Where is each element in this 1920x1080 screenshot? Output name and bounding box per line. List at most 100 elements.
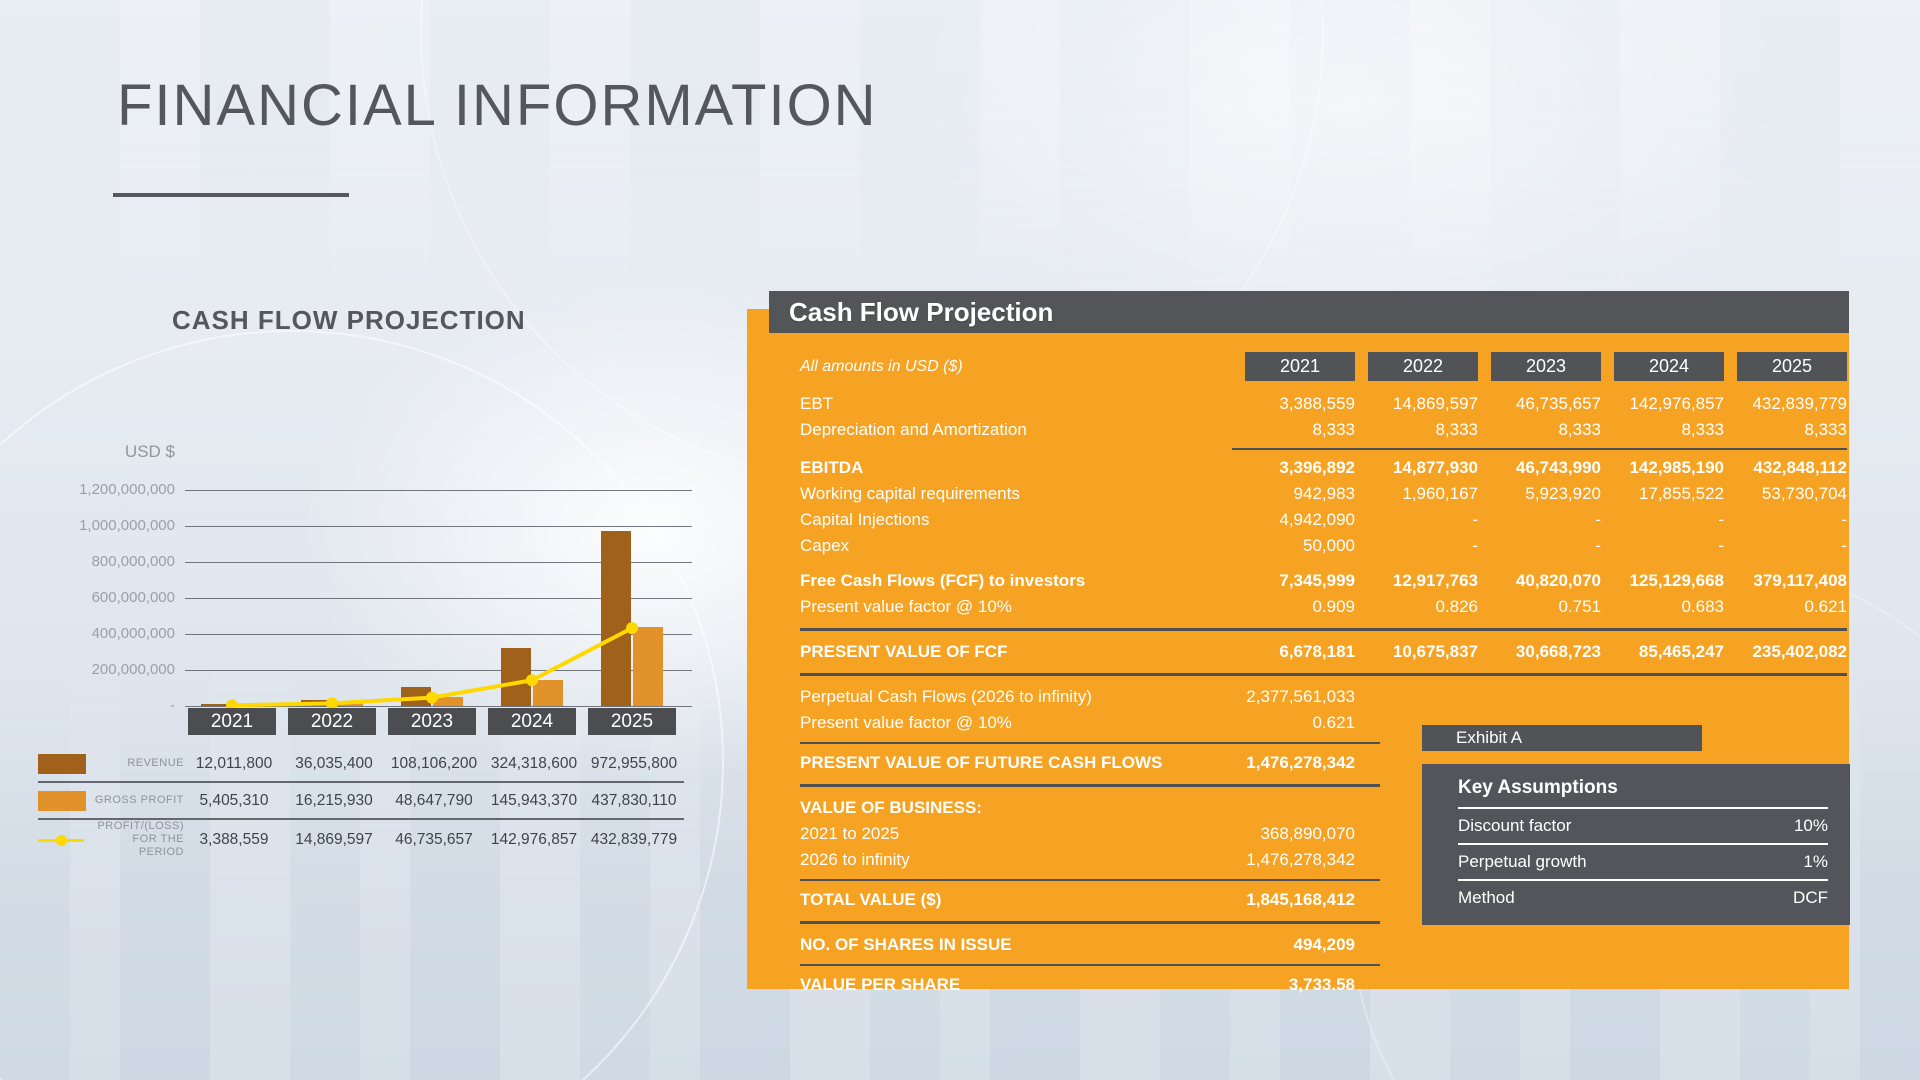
legend-value: 108,106,200 bbox=[390, 754, 478, 772]
table-row: VALUE OF BUSINESS: bbox=[747, 795, 1849, 821]
table-rule bbox=[800, 964, 1380, 966]
legend-value: 12,011,800 bbox=[195, 754, 273, 772]
legend-row: GROSS PROFIT 5,405,310 16,215,930 48,647,79… bbox=[38, 783, 684, 818]
table-rule bbox=[800, 921, 1380, 924]
bar-gross-profit-swatch bbox=[38, 790, 86, 811]
row-label: EBITDA bbox=[800, 458, 864, 477]
legend-value: 145,943,370 bbox=[490, 791, 578, 809]
table-row: Capital Injections 4,942,090 - - - - bbox=[747, 507, 1849, 533]
row-value bbox=[1355, 972, 1478, 998]
revenue-bar bbox=[401, 686, 431, 706]
row-value: 40,820,070 bbox=[1515, 571, 1601, 590]
assumption-value: 10% bbox=[1793, 816, 1828, 835]
y-axis-title: USD $ bbox=[124, 442, 175, 461]
assumption-label: Discount factor bbox=[1458, 816, 1572, 835]
table-row: Depreciation and Amortization 8,333 8,333 8… bbox=[747, 417, 1849, 443]
table-row: Present value factor @ 10% 0.621 bbox=[747, 710, 1849, 736]
legend-value: 324,318,600 bbox=[490, 754, 578, 772]
x-axis-year-label: 2022 bbox=[288, 708, 376, 735]
table-row: VALUE PER SHARE 3,733.58 bbox=[747, 972, 1849, 998]
legend-value: 5,405,310 bbox=[199, 791, 269, 809]
row-value: 85,465,247 bbox=[1638, 642, 1724, 661]
row-label: PRESENT VALUE OF FCF bbox=[800, 642, 1008, 661]
row-value: - bbox=[1718, 536, 1724, 555]
title-underline bbox=[113, 193, 349, 197]
row-value bbox=[1724, 972, 1847, 998]
assumption-label: Method bbox=[1458, 888, 1515, 907]
assumption-row: Method DCF bbox=[1458, 881, 1828, 915]
row-value: - bbox=[1472, 536, 1478, 555]
row-value: 0.621 bbox=[1804, 597, 1847, 616]
x-axis-year-label: 2025 bbox=[588, 708, 676, 735]
legend-row: PROFIT/(LOSS) FOR THE PERIOD 3,388,559 14,… bbox=[38, 820, 684, 859]
legend-value: 972,955,800 bbox=[590, 754, 678, 772]
table-row: 2021 to 2025 368,890,070 bbox=[747, 821, 1849, 847]
panel-header: Cash Flow Projection bbox=[769, 291, 1849, 333]
row-value: 12,917,763 bbox=[1392, 571, 1478, 590]
row-value: 53,730,704 bbox=[1761, 484, 1847, 503]
gridline bbox=[185, 670, 692, 671]
row-value bbox=[1601, 972, 1724, 998]
row-label: TOTAL VALUE ($) bbox=[800, 890, 942, 909]
legend-value: 142,976,857 bbox=[490, 830, 578, 848]
row-label: Present value factor @ 10% bbox=[800, 713, 1012, 732]
row-value bbox=[1355, 684, 1478, 710]
row-label: 2021 to 2025 bbox=[800, 824, 900, 843]
row-value: 432,848,112 bbox=[1753, 458, 1847, 477]
row-value: 2,377,561,033 bbox=[1246, 687, 1355, 706]
row-value: 3,388,559 bbox=[1279, 394, 1355, 413]
table-row: Perpetual Cash Flows (2026 to infinity) 2… bbox=[747, 684, 1849, 710]
table-row: Capex 50,000 - - - - bbox=[747, 533, 1849, 559]
row-value: - bbox=[1841, 536, 1847, 555]
row-value bbox=[1724, 932, 1847, 958]
row-value: 1,845,168,412 bbox=[1246, 890, 1355, 909]
line-marker bbox=[526, 674, 538, 687]
legend-value: 46,735,657 bbox=[395, 830, 473, 848]
row-value: 4,942,090 bbox=[1279, 510, 1355, 529]
row-value bbox=[1478, 972, 1601, 998]
table-rule bbox=[800, 742, 1380, 744]
y-tick-label: - bbox=[170, 697, 175, 714]
row-value: 368,890,070 bbox=[1260, 824, 1355, 843]
gross-profit-bar bbox=[533, 679, 563, 706]
cash-flow-projection-panel: All amounts in USD ($) 2021 2022 2023 2024 2… bbox=[747, 309, 1849, 994]
row-value bbox=[1601, 684, 1724, 710]
y-tick-label: 800,000,000 bbox=[91, 553, 175, 570]
page-title: FINANCIAL INFORMATION bbox=[117, 73, 878, 138]
gross-profit-bar bbox=[333, 703, 363, 706]
row-value bbox=[1601, 932, 1724, 958]
table-row: NO. OF SHARES IN ISSUE 494,209 bbox=[747, 932, 1849, 958]
legend-label: GROSS PROFIT bbox=[94, 794, 184, 806]
row-value: 142,985,190 bbox=[1629, 458, 1724, 477]
row-value: 14,869,597 bbox=[1392, 394, 1478, 413]
assumption-row: Perpetual growth 1% bbox=[1458, 845, 1828, 879]
legend-label: REVENUE bbox=[127, 757, 184, 769]
y-tick-label: 1,200,000,000 bbox=[79, 481, 175, 498]
key-assumptions-rows: Discount factor 10% Perpetual growth 1% Meth… bbox=[1458, 807, 1828, 915]
panel-year-header: 2025 bbox=[1737, 352, 1847, 381]
table-row: PRESENT VALUE OF FCF 6,678,181 10,675,837 3… bbox=[747, 639, 1849, 665]
gridline bbox=[185, 490, 692, 491]
row-value: 125,129,668 bbox=[1629, 571, 1724, 590]
row-value: 0.826 bbox=[1435, 597, 1478, 616]
gridline bbox=[185, 562, 692, 563]
row-label: Capital Injections bbox=[800, 510, 930, 529]
table-row: TOTAL VALUE ($) 1,845,168,412 bbox=[747, 887, 1849, 913]
gridline bbox=[185, 634, 692, 635]
row-label: Present value factor @ 10% bbox=[800, 597, 1012, 616]
x-axis-year-label: 2023 bbox=[388, 708, 476, 735]
row-value: 46,743,990 bbox=[1515, 458, 1601, 477]
gridline bbox=[185, 598, 692, 599]
row-value: 0.621 bbox=[1312, 713, 1355, 732]
row-value bbox=[1724, 710, 1847, 736]
row-value: 8,333 bbox=[1804, 420, 1847, 439]
row-value: 5,923,920 bbox=[1525, 484, 1601, 503]
y-tick-label: 200,000,000 bbox=[91, 661, 175, 678]
row-value: 50,000 bbox=[1303, 536, 1355, 555]
legend-value: 432,839,779 bbox=[590, 830, 678, 848]
row-label: Free Cash Flows (FCF) to investors bbox=[800, 571, 1086, 590]
key-assumptions-box: Key Assumptions Discount factor 10% Perpet… bbox=[1422, 764, 1850, 925]
row-label: Depreciation and Amortization bbox=[800, 420, 1027, 439]
row-label: EBT bbox=[800, 394, 834, 413]
